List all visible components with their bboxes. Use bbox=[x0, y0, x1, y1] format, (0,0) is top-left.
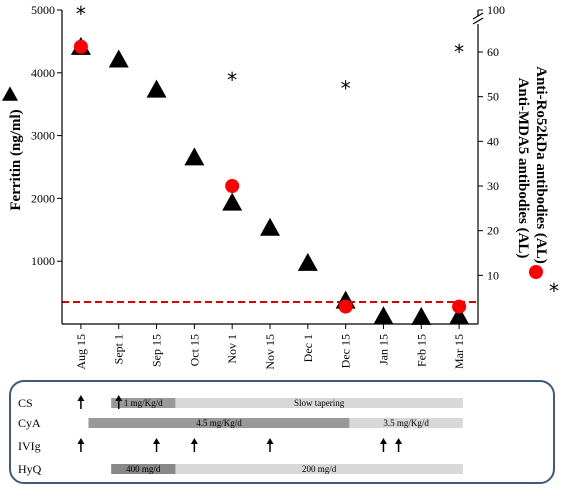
y-right-tick-label: 10 bbox=[487, 268, 499, 282]
ferritin-triangle-point bbox=[411, 306, 432, 325]
asterisk-marker-icon: * bbox=[549, 279, 559, 303]
x-tick-label: Dec 1 bbox=[301, 334, 315, 362]
y-right-axis-break-mark bbox=[472, 17, 484, 25]
treatment-bar-label: 400 mg/d bbox=[126, 464, 161, 474]
treatment-bar-label: 3.5 mg/Kg/d bbox=[383, 418, 429, 428]
y-left-legend-triangle-marker bbox=[2, 86, 18, 101]
triangle-marker-icon bbox=[2, 86, 18, 101]
treatment-bar-label: 200 mg/d bbox=[302, 464, 337, 474]
ferritin-triangle-point bbox=[297, 252, 318, 271]
anti-mda5-asterisk-point: * bbox=[76, 2, 86, 26]
x-tick-label: Dec 15 bbox=[339, 334, 353, 368]
axes: 1000 2000 3000 4000 5000 10 20 30 40 50 60 100 Aug 1… bbox=[31, 3, 505, 370]
treatment-bar bbox=[175, 464, 463, 474]
y-right-tick-label: 60 bbox=[487, 45, 499, 59]
x-tick-label: Sep 15 bbox=[150, 334, 164, 367]
treatment-bar bbox=[88, 418, 350, 428]
red-circle-marker-icon bbox=[529, 265, 543, 279]
y-left-axis-title: Ferritin (ng/ml) bbox=[8, 109, 24, 210]
y-right-tick-label: 100 bbox=[487, 3, 505, 17]
anti-ro52-circle-point bbox=[73, 39, 88, 54]
ferritin-triangle-point bbox=[222, 192, 243, 211]
anti-ro52-circle-point bbox=[225, 179, 240, 193]
data-marks: * * * * bbox=[70, 2, 470, 325]
treatment-panel: CS 1 mg/Kg/d Slow tapering CyA 4.5 mg/Kg/d 3.… bbox=[9, 380, 555, 484]
x-tick-label: Jan 15 bbox=[376, 334, 390, 365]
y-right-legend-markers: * bbox=[529, 265, 559, 303]
dose-arrow-icon bbox=[77, 438, 85, 444]
y-right-tick-label: 50 bbox=[487, 90, 499, 104]
ferritin-triangle-point bbox=[373, 306, 394, 325]
treatment-bar bbox=[175, 398, 463, 408]
anti-ro52-circle-point bbox=[452, 299, 467, 314]
treatment-bar-label: 4.5 mg/Kg/d bbox=[196, 418, 242, 428]
anti-mda5-asterisk-point: * bbox=[227, 68, 237, 92]
y-right-axis-break-mark bbox=[472, 12, 484, 20]
x-tick-label: Oct 15 bbox=[187, 334, 201, 366]
y-right-tick-label: 40 bbox=[487, 134, 499, 148]
y-right-tick-label: 30 bbox=[487, 179, 499, 193]
anti-mda5-asterisk-point: * bbox=[341, 77, 351, 101]
x-tick-label: Aug 15 bbox=[74, 334, 88, 370]
ferritin-triangle-point bbox=[146, 79, 167, 98]
treatment-row-label: IVIg bbox=[18, 439, 41, 453]
ferritin-triangle-point bbox=[184, 147, 205, 166]
y-right-tick-label: 20 bbox=[487, 224, 499, 238]
treatment-row-label: CyA bbox=[18, 416, 41, 430]
treatment-bar bbox=[349, 418, 463, 428]
ferritin-triangle-point bbox=[108, 49, 129, 68]
x-tick-label: Feb 15 bbox=[414, 334, 428, 367]
y-left-tick-label: 4000 bbox=[31, 66, 55, 80]
x-tick-label: Sept 1 bbox=[112, 334, 126, 364]
treatment-bar-label: 1 mg/Kg/d bbox=[124, 398, 163, 408]
ferritin-triangle-point bbox=[260, 217, 280, 236]
y-right-axis-title-ro52: Anti-Ro52kDa antibodies (AL) bbox=[533, 66, 549, 264]
anti-mda5-asterisk-point: * bbox=[454, 40, 464, 64]
x-tick-label: Nov 15 bbox=[263, 334, 277, 370]
dose-arrow-icon bbox=[190, 438, 198, 444]
dose-arrow-icon bbox=[266, 438, 274, 444]
dose-arrow-icon bbox=[395, 438, 403, 444]
dose-arrow-icon bbox=[153, 438, 161, 444]
y-right-axis-title-mda5: Anti-MDA5 antibodies (AL) bbox=[515, 78, 531, 259]
treatment-bar bbox=[111, 398, 176, 408]
dose-arrow-icon bbox=[77, 395, 85, 401]
dose-arrow-icon bbox=[379, 438, 387, 444]
y-left-tick-label: 2000 bbox=[31, 191, 55, 205]
anti-ro52-circle-point bbox=[338, 299, 353, 314]
treatment-row-label: CS bbox=[18, 396, 33, 410]
dose-arrow-icon bbox=[115, 395, 123, 401]
ferritin-triangle-point bbox=[449, 306, 470, 325]
y-left-tick-label: 1000 bbox=[31, 254, 55, 268]
treatment-bar-label: Slow tapering bbox=[294, 398, 345, 408]
x-tick-label: Nov 1 bbox=[225, 334, 239, 364]
y-left-tick-label: 3000 bbox=[31, 129, 55, 143]
treatment-row-label: HyQ bbox=[18, 462, 42, 476]
y-left-tick-label: 5000 bbox=[31, 3, 55, 17]
x-tick-label: Mar 15 bbox=[452, 334, 466, 369]
treatment-bar bbox=[111, 464, 176, 474]
axis-titles: Ferritin (ng/ml) Anti-Ro52kDa antibodies… bbox=[2, 66, 559, 303]
